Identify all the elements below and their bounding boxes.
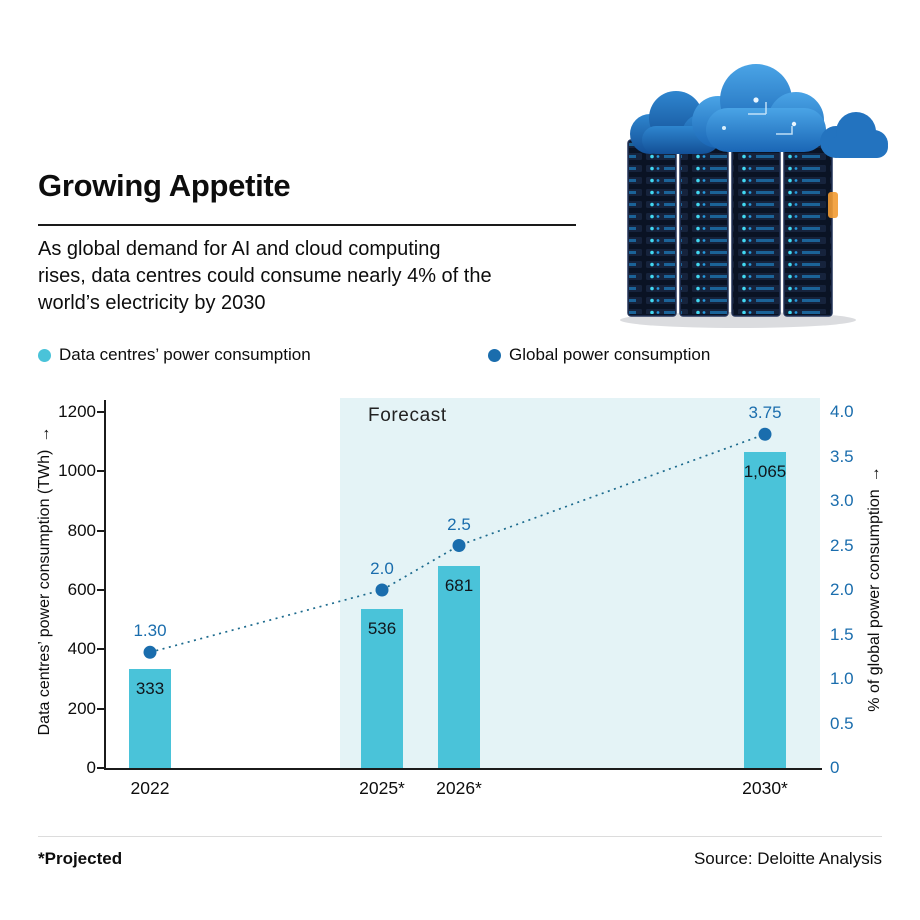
forecast-label: Forecast	[368, 405, 447, 426]
subtitle: As global demand for AI and cloud comput…	[38, 238, 492, 314]
right-axis-tick-label: 0	[830, 758, 840, 777]
left-axis-tickmark	[97, 529, 104, 532]
left-axis-tick-label: 200	[67, 698, 96, 718]
bar	[744, 452, 786, 768]
legend-label-datacentres: Data centres’ power consumption	[59, 345, 311, 364]
right-axis-tick-label: 1.5	[830, 624, 854, 644]
left-axis-tickmark	[97, 411, 104, 413]
right-axis-tick-label: 1.0	[830, 669, 854, 688]
bar-value-label: 681	[444, 575, 474, 595]
footer-divider	[38, 836, 882, 837]
left-axis-tickmark	[97, 470, 104, 473]
teal-dot-icon	[38, 348, 51, 362]
left-axis-tick-label: 800	[67, 520, 96, 540]
bottom-axis-line	[104, 768, 822, 770]
legend-item-global: Global power consumption	[488, 345, 710, 365]
bar	[129, 669, 171, 768]
server-racks	[627, 133, 838, 317]
x-axis-category-label: 2030*	[742, 778, 788, 798]
bar-value-label: 1,065	[743, 462, 787, 482]
x-axis-category-label: 2025*	[359, 778, 405, 798]
right-axis-tick-label: 3.5	[830, 446, 854, 466]
left-axis-tickmark	[97, 707, 104, 710]
x-axis-category-label: 2026*	[436, 778, 482, 798]
right-axis-tick-label: 2.5	[830, 535, 854, 555]
point-value-label: 2.0	[370, 559, 394, 578]
circuit-decoration	[748, 102, 793, 135]
line-point	[143, 645, 157, 659]
point-value-label: 1.30	[133, 621, 167, 641]
left-axis-tickmark	[97, 767, 104, 769]
x-axis-category-label: 2022	[130, 778, 170, 798]
left-axis-tick-label: 1000	[58, 461, 96, 481]
right-axis-title: % of global power consumption →	[866, 404, 884, 774]
up-arrow-icon: →	[866, 466, 883, 483]
right-axis-title-text: % of global power consumption	[866, 489, 883, 712]
clouds	[630, 64, 888, 158]
left-axis-tick-label: 1200	[58, 402, 96, 421]
orange-glow	[828, 192, 838, 218]
left-axis-tickmark	[97, 648, 104, 651]
legend-label-global: Global power consumption	[509, 345, 711, 364]
right-axis-tick-label: 3.0	[830, 491, 854, 510]
bar-value-label: 333	[135, 679, 165, 699]
page-title: Growing Appetite	[38, 168, 291, 203]
point-value-label: 2.5	[447, 514, 471, 534]
right-axis-tick-label: 4.0	[830, 402, 854, 421]
right-axis-tick-label: 2.0	[830, 580, 854, 599]
right-axis-tick-label: 0.5	[830, 713, 854, 733]
left-axis-line	[104, 400, 106, 770]
bar	[438, 565, 480, 768]
left-axis-tick-label: 400	[67, 639, 96, 659]
left-axis-tick-label: 600	[67, 580, 96, 599]
source-credit: Source: Deloitte Analysis	[693, 849, 882, 868]
left-axis-tick-label: 0	[86, 758, 96, 777]
left-axis-tickmark	[97, 589, 104, 591]
bar-value-label: 536	[367, 618, 397, 638]
point-value-label: 3.75	[748, 403, 782, 423]
up-arrow-icon: →	[36, 426, 53, 443]
datacenter-cloud-illustration	[620, 64, 888, 328]
legend-item-datacentres: Data centres’ power consumption	[38, 345, 311, 365]
blue-dot-icon	[488, 348, 501, 362]
title-underline	[38, 224, 576, 226]
projected-footnote: *Projected	[38, 849, 123, 868]
